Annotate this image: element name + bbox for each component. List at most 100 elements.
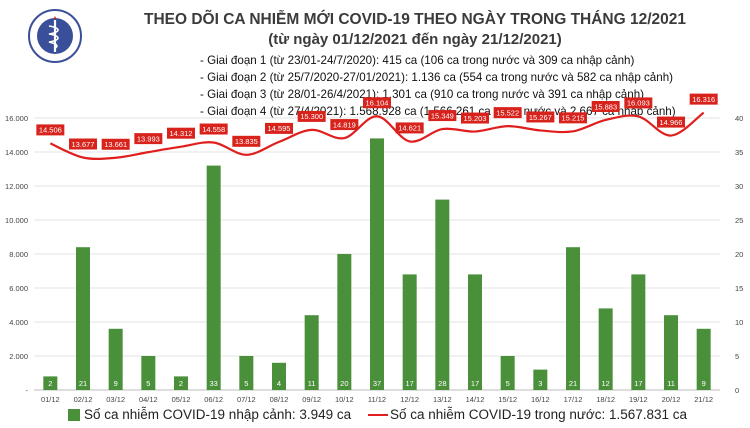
bar	[631, 274, 646, 390]
line-data-label: 14.312	[170, 129, 193, 138]
line-data-label: 15.522	[496, 108, 519, 117]
y-left-tick-label: 4.000	[9, 318, 28, 327]
bar	[239, 356, 254, 390]
line-data-label: 13.835	[235, 137, 258, 146]
line-data-label: 14.558	[202, 125, 225, 134]
bar	[141, 356, 156, 390]
line-label-box	[624, 97, 653, 109]
bar	[468, 274, 482, 390]
bar	[566, 247, 580, 390]
x-tick-label: 15/12	[498, 395, 517, 404]
x-tick-label: 05/12	[172, 395, 191, 404]
line-label-box	[526, 111, 555, 123]
y-right-tick-label: 25	[735, 216, 743, 225]
y-left-tick-label: 16.000	[5, 114, 28, 123]
y-left-tick-label: 14.000	[5, 148, 28, 157]
y-right-tick-label: 0	[735, 386, 739, 395]
bar	[337, 254, 352, 390]
bar	[108, 328, 123, 390]
line-series	[49, 111, 705, 160]
x-tick-label: 19/12	[629, 395, 648, 404]
bar	[76, 247, 90, 390]
x-tick-label: 12/12	[400, 395, 419, 404]
bar	[435, 199, 450, 390]
y-right-tick-label: 30	[735, 182, 743, 191]
x-tick-label: 17/12	[564, 395, 583, 404]
period-note: - Giai đoạn 2 (từ 25/7/2020-27/01/2021):…	[200, 71, 674, 84]
x-tick-label: 09/12	[302, 395, 321, 404]
line-data-label: 13.661	[104, 140, 127, 149]
x-tick-label: 10/12	[335, 395, 354, 404]
line-data-label: 14.506	[39, 126, 62, 135]
line-data-label: 13.677	[72, 140, 95, 149]
bar-data-label: 4	[277, 379, 281, 388]
line-data-label: 15.267	[529, 113, 552, 122]
line-label-box	[101, 138, 130, 150]
period-note: - Giai đoạn 3 (từ 28/01-26/4/2021): 1.30…	[200, 88, 644, 101]
x-tick-label: 20/12	[662, 395, 681, 404]
y-right-tick-label: 35	[735, 148, 743, 157]
x-tick-label: 11/12	[368, 395, 386, 404]
chart-legend: Số ca nhiễm COVID-19 nhập cảnh: 3.949 ca…	[0, 406, 750, 426]
line-label-box	[265, 122, 293, 134]
line-data-label: 16.316	[692, 95, 715, 104]
bar	[664, 315, 678, 390]
x-tick-label: 01/12	[41, 395, 60, 404]
y-right-tick-label: 20	[735, 250, 743, 259]
x-tick-label: 02/12	[74, 395, 93, 404]
legend-bar-label: Số ca nhiễm COVID-19 nhập cảnh: 3.949 ca	[84, 407, 352, 422]
bar	[174, 376, 188, 390]
line-label-box	[167, 127, 195, 139]
bar-data-label: 2	[179, 379, 183, 388]
bar-data-label: 5	[244, 379, 248, 388]
bar-data-label: 3	[538, 379, 542, 388]
legend-bar-swatch	[68, 409, 80, 421]
bar	[500, 356, 515, 390]
bar	[402, 274, 417, 390]
bar	[696, 328, 711, 390]
line-label-box	[69, 138, 97, 150]
bar	[272, 362, 286, 390]
line-data-label: 15.883	[594, 102, 617, 111]
line-data-label: 14.966	[660, 118, 683, 127]
x-tick-label: 16/12	[531, 395, 550, 404]
line-data-label: 15.215	[562, 114, 585, 123]
line-label-box	[297, 110, 326, 122]
line-data-label: 15.203	[464, 114, 487, 123]
line-label-box	[36, 124, 65, 136]
bar-data-label: 9	[114, 379, 118, 388]
bar	[370, 138, 384, 390]
line-data-label: 14.819	[333, 120, 356, 129]
line-label-box	[689, 93, 718, 105]
chart-title: THEO DÕI CA NHIỄM MỚI COVID-19 THEO NGÀY…	[143, 11, 687, 28]
period-notes: - Giai đoạn 1 (từ 23/01-24/7/2020): 415 …	[200, 52, 720, 120]
bar-data-label: 21	[569, 379, 577, 388]
ministry-of-health-logo	[28, 9, 82, 63]
line-label-box	[657, 116, 685, 128]
bar-data-label: 17	[634, 379, 642, 388]
line-label-box	[559, 112, 587, 124]
line-label-box	[591, 100, 620, 112]
x-tick-label: 06/12	[204, 395, 223, 404]
bar-data-label: 21	[79, 379, 87, 388]
line-label-box	[330, 119, 359, 131]
line-label-box	[493, 107, 522, 119]
x-tick-label: 13/12	[433, 395, 452, 404]
bar	[206, 165, 221, 390]
y-left-tick-label: 10.000	[5, 216, 28, 225]
y-left-tick-label: -	[26, 386, 29, 395]
bar-data-label: 20	[340, 379, 348, 388]
x-tick-label: 21/12	[694, 395, 713, 404]
line-data-label: 13.993	[137, 134, 160, 143]
bar-data-label: 11	[308, 379, 316, 388]
line-label-box	[134, 133, 163, 145]
x-tick-label: 08/12	[270, 395, 289, 404]
y-right-tick-label: 15	[735, 284, 743, 293]
x-tick-label: 14/12	[466, 395, 485, 404]
period-note: - Giai đoạn 1 (từ 23/01-24/7/2020): 415 …	[200, 54, 635, 67]
x-tick-label: 04/12	[139, 395, 158, 404]
bar-data-label: 33	[209, 379, 217, 388]
bar	[43, 376, 58, 390]
line-label-box	[363, 97, 391, 109]
bar-data-label: 28	[438, 379, 446, 388]
